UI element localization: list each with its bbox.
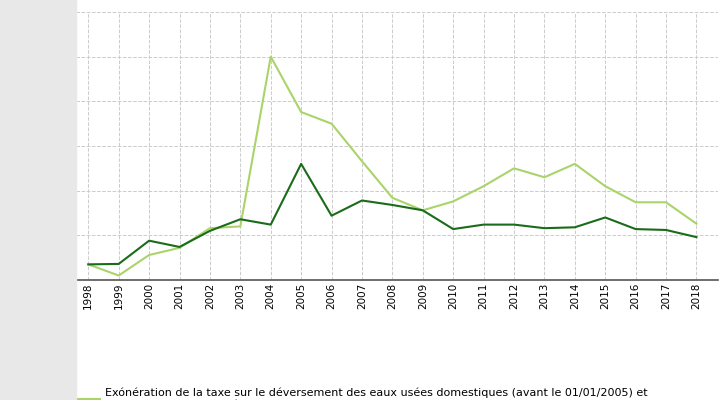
Line: Primes à l’installation d’un SEI: Primes à l’installation d’un SEI bbox=[88, 164, 697, 264]
Exónération de la taxe sur le déversement des eaux usées domestiques (avant le 01/01/2005) et
exemption du CVA (après le 01/01/2005) bbox=[418, 208, 427, 213]
Line: Exónération de la taxe sur le déversement des eaux usées domestiques (avant le 01/01/2005) et
exemption du CVA (après le 01/01/2005): Exónération de la taxe sur le déversemen… bbox=[88, 57, 697, 276]
Primes à l’installation d’un SEI bbox=[175, 244, 184, 249]
Exónération de la taxe sur le déversement des eaux usées domestiques (avant le 01/01/2005) et
exemption du CVA (après le 01/01/2005) bbox=[449, 199, 457, 204]
Primes à l’installation d’un SEI bbox=[388, 202, 397, 207]
Exónération de la taxe sur le déversement des eaux usées domestiques (avant le 01/01/2005) et
exemption du CVA (après le 01/01/2005) bbox=[540, 175, 549, 180]
Primes à l’installation d’un SEI bbox=[449, 227, 457, 232]
Primes à l’installation d’un SEI bbox=[115, 262, 123, 266]
Exónération de la taxe sur le déversement des eaux usées domestiques (avant le 01/01/2005) et
exemption du CVA (après le 01/01/2005) bbox=[631, 200, 640, 205]
Primes à l’installation d’un SEI bbox=[662, 228, 671, 232]
Primes à l’installation d’un SEI bbox=[571, 225, 579, 230]
Primes à l’installation d’un SEI bbox=[418, 208, 427, 213]
Primes à l’installation d’un SEI bbox=[479, 222, 488, 227]
Primes à l’installation d’un SEI bbox=[236, 217, 244, 222]
Exónération de la taxe sur le déversement des eaux usées domestiques (avant le 01/01/2005) et
exemption du CVA (après le 01/01/2005) bbox=[115, 273, 123, 278]
Exónération de la taxe sur le déversement des eaux usées domestiques (avant le 01/01/2005) et
exemption du CVA (après le 01/01/2005) bbox=[357, 159, 366, 164]
Exónération de la taxe sur le déversement des eaux usées domestiques (avant le 01/01/2005) et
exemption du CVA (après le 01/01/2005) bbox=[236, 224, 244, 229]
Exónération de la taxe sur le déversement des eaux usées domestiques (avant le 01/01/2005) et
exemption du CVA (après le 01/01/2005) bbox=[662, 200, 671, 205]
Primes à l’installation d’un SEI bbox=[692, 235, 701, 240]
Exónération de la taxe sur le déversement des eaux usées domestiques (avant le 01/01/2005) et
exemption du CVA (après le 01/01/2005) bbox=[692, 221, 701, 226]
Primes à l’installation d’un SEI bbox=[357, 198, 366, 203]
Y-axis label: Nombre de dossiers acceptés: Nombre de dossiers acceptés bbox=[28, 59, 41, 233]
Primes à l’installation d’un SEI bbox=[84, 262, 93, 267]
Exónération de la taxe sur le déversement des eaux usées domestiques (avant le 01/01/2005) et
exemption du CVA (après le 01/01/2005) bbox=[388, 196, 397, 200]
Exónération de la taxe sur le déversement des eaux usées domestiques (avant le 01/01/2005) et
exemption du CVA (après le 01/01/2005) bbox=[266, 54, 275, 59]
Exónération de la taxe sur le déversement des eaux usées domestiques (avant le 01/01/2005) et
exemption du CVA (après le 01/01/2005) bbox=[510, 166, 518, 171]
Primes à l’installation d’un SEI bbox=[297, 162, 305, 166]
Exónération de la taxe sur le déversement des eaux usées domestiques (avant le 01/01/2005) et
exemption du CVA (après le 01/01/2005) bbox=[479, 184, 488, 188]
Exónération de la taxe sur le déversement des eaux usées domestiques (avant le 01/01/2005) et
exemption du CVA (après le 01/01/2005) bbox=[175, 246, 184, 250]
Exónération de la taxe sur le déversement des eaux usées domestiques (avant le 01/01/2005) et
exemption du CVA (après le 01/01/2005) bbox=[327, 121, 336, 126]
Primes à l’installation d’un SEI bbox=[540, 226, 549, 230]
Exónération de la taxe sur le déversement des eaux usées domestiques (avant le 01/01/2005) et
exemption du CVA (après le 01/01/2005) bbox=[571, 162, 579, 166]
Primes à l’installation d’un SEI bbox=[601, 215, 610, 220]
Primes à l’installation d’un SEI bbox=[631, 227, 640, 232]
Primes à l’installation d’un SEI bbox=[266, 222, 275, 227]
Legend: Exónération de la taxe sur le déversement des eaux usées domestiques (avant le 0: Exónération de la taxe sur le déversemen… bbox=[75, 387, 648, 400]
Primes à l’installation d’un SEI bbox=[145, 238, 154, 243]
Exónération de la taxe sur le déversement des eaux usées domestiques (avant le 01/01/2005) et
exemption du CVA (après le 01/01/2005) bbox=[297, 110, 305, 114]
Exónération de la taxe sur le déversement des eaux usées domestiques (avant le 01/01/2005) et
exemption du CVA (après le 01/01/2005) bbox=[206, 226, 215, 230]
Exónération de la taxe sur le déversement des eaux usées domestiques (avant le 01/01/2005) et
exemption du CVA (après le 01/01/2005) bbox=[601, 184, 610, 188]
Primes à l’installation d’un SEI bbox=[327, 213, 336, 218]
Primes à l’installation d’un SEI bbox=[510, 222, 518, 227]
Primes à l’installation d’un SEI bbox=[206, 228, 215, 233]
Exónération de la taxe sur le déversement des eaux usées domestiques (avant le 01/01/2005) et
exemption du CVA (après le 01/01/2005) bbox=[84, 262, 93, 267]
Exónération de la taxe sur le déversement des eaux usées domestiques (avant le 01/01/2005) et
exemption du CVA (après le 01/01/2005) bbox=[145, 252, 154, 257]
